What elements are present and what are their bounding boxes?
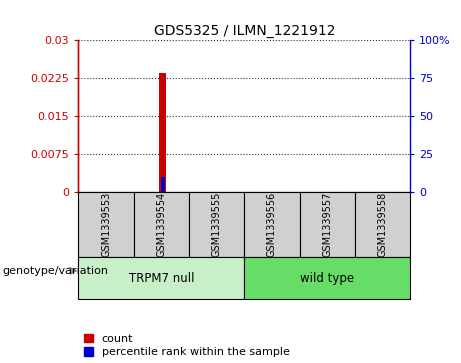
Bar <box>244 192 300 257</box>
Text: genotype/variation: genotype/variation <box>2 266 108 276</box>
Bar <box>160 73 166 192</box>
Text: GSM1339556: GSM1339556 <box>267 192 277 257</box>
Text: GSM1339553: GSM1339553 <box>101 192 111 257</box>
Text: TRPM7 null: TRPM7 null <box>129 272 194 285</box>
Bar <box>78 192 134 257</box>
Bar <box>300 192 355 257</box>
Text: wild type: wild type <box>300 272 355 285</box>
Text: GSM1339554: GSM1339554 <box>156 192 166 257</box>
Bar <box>355 192 410 257</box>
Bar <box>78 257 244 299</box>
Bar <box>189 192 244 257</box>
Bar <box>160 177 165 192</box>
Text: GSM1339558: GSM1339558 <box>378 192 388 257</box>
Bar <box>134 192 189 257</box>
Text: GDS5325 / ILMN_1221912: GDS5325 / ILMN_1221912 <box>154 24 335 38</box>
Text: GSM1339555: GSM1339555 <box>212 192 222 257</box>
Text: GSM1339557: GSM1339557 <box>322 192 332 257</box>
Legend: count, percentile rank within the sample: count, percentile rank within the sample <box>84 334 290 358</box>
Bar <box>244 257 410 299</box>
